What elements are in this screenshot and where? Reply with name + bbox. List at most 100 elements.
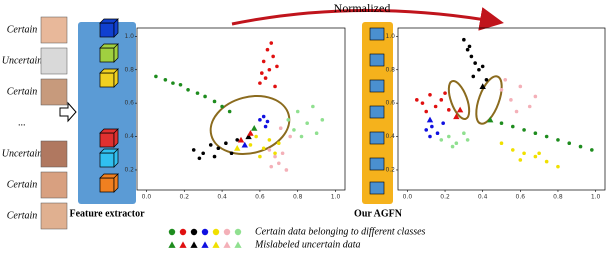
legend-marker [190, 241, 198, 248]
point [208, 143, 213, 147]
point [269, 164, 274, 169]
point [286, 118, 291, 122]
point [447, 134, 451, 139]
point [273, 154, 277, 159]
face-label: ... [18, 117, 26, 128]
point [216, 146, 221, 151]
point [261, 146, 266, 151]
point [227, 109, 232, 114]
y-tick-label: 0.8 [124, 66, 134, 73]
feature-cube [99, 177, 115, 193]
feature-cube [99, 47, 115, 63]
x-tick-label: 1.0 [331, 194, 341, 201]
point [462, 37, 466, 42]
point [453, 113, 460, 120]
point [251, 125, 258, 131]
point [273, 151, 277, 156]
point [163, 77, 168, 82]
point [288, 134, 292, 139]
highlight-ellipse [475, 75, 503, 125]
point [522, 128, 526, 132]
point [499, 141, 504, 146]
point [509, 98, 513, 102]
point [428, 134, 432, 139]
legend-marker [201, 228, 209, 236]
face-image [40, 78, 68, 106]
legend-marker [212, 241, 220, 248]
point [171, 81, 175, 85]
feature-cube [99, 152, 115, 168]
point [186, 87, 190, 92]
x-tick-label: 0.4 [217, 194, 227, 201]
point [479, 83, 486, 90]
legend-marker [223, 228, 231, 236]
highlight-ellipse [447, 80, 471, 120]
face-label: Uncertain [2, 148, 43, 159]
point [499, 121, 504, 125]
agfn-node [369, 131, 385, 145]
y-tick-label: 0.6 [124, 100, 134, 107]
x-tick-label: 0.0 [403, 194, 413, 201]
point [273, 84, 277, 89]
feature-cube [99, 173, 119, 193]
point [533, 94, 538, 99]
point [237, 136, 245, 143]
point [447, 108, 451, 112]
arrow-label: Normalized [334, 1, 391, 15]
point [465, 47, 470, 52]
point [533, 131, 538, 136]
point [229, 151, 234, 156]
point [284, 168, 289, 172]
point [271, 54, 275, 59]
point [277, 161, 281, 166]
plot-frame [397, 27, 606, 191]
extractor-label: Feature extractor [69, 208, 145, 219]
point [484, 77, 489, 82]
point [234, 145, 241, 151]
point [503, 77, 508, 82]
face-label: Uncertain [2, 55, 43, 66]
point [269, 41, 274, 45]
feature-cube [99, 43, 119, 63]
point [247, 130, 254, 136]
point [424, 109, 429, 114]
point [224, 141, 228, 146]
point [510, 148, 515, 152]
point [201, 151, 205, 156]
point [292, 128, 296, 132]
x-tick-label: 0.6 [516, 194, 526, 201]
legend-marker [201, 241, 209, 248]
point [510, 124, 515, 129]
legend-marker [234, 241, 242, 248]
point [544, 159, 549, 164]
legend-marker [190, 228, 198, 236]
face-label: Certain [7, 24, 38, 35]
point [441, 121, 445, 125]
point [454, 141, 459, 146]
point [195, 91, 200, 95]
point [487, 116, 494, 123]
point [518, 158, 523, 162]
point [265, 47, 270, 52]
point [439, 138, 444, 142]
agfn-node [369, 79, 385, 93]
feature-cube [99, 72, 115, 88]
x-tick-label: 0.2 [179, 194, 189, 201]
point [430, 124, 434, 129]
point [280, 151, 285, 156]
point [467, 44, 472, 49]
x-tick-label: 0.8 [553, 194, 563, 201]
point [522, 151, 526, 156]
face-image [40, 140, 68, 168]
agfn-node [369, 53, 385, 67]
point [154, 74, 158, 79]
point [260, 71, 264, 75]
point [245, 133, 252, 140]
legend-marker [179, 228, 187, 236]
x-tick-label: 0.2 [440, 194, 450, 201]
extractor-box [78, 22, 136, 204]
point [299, 134, 304, 139]
point [212, 154, 217, 159]
